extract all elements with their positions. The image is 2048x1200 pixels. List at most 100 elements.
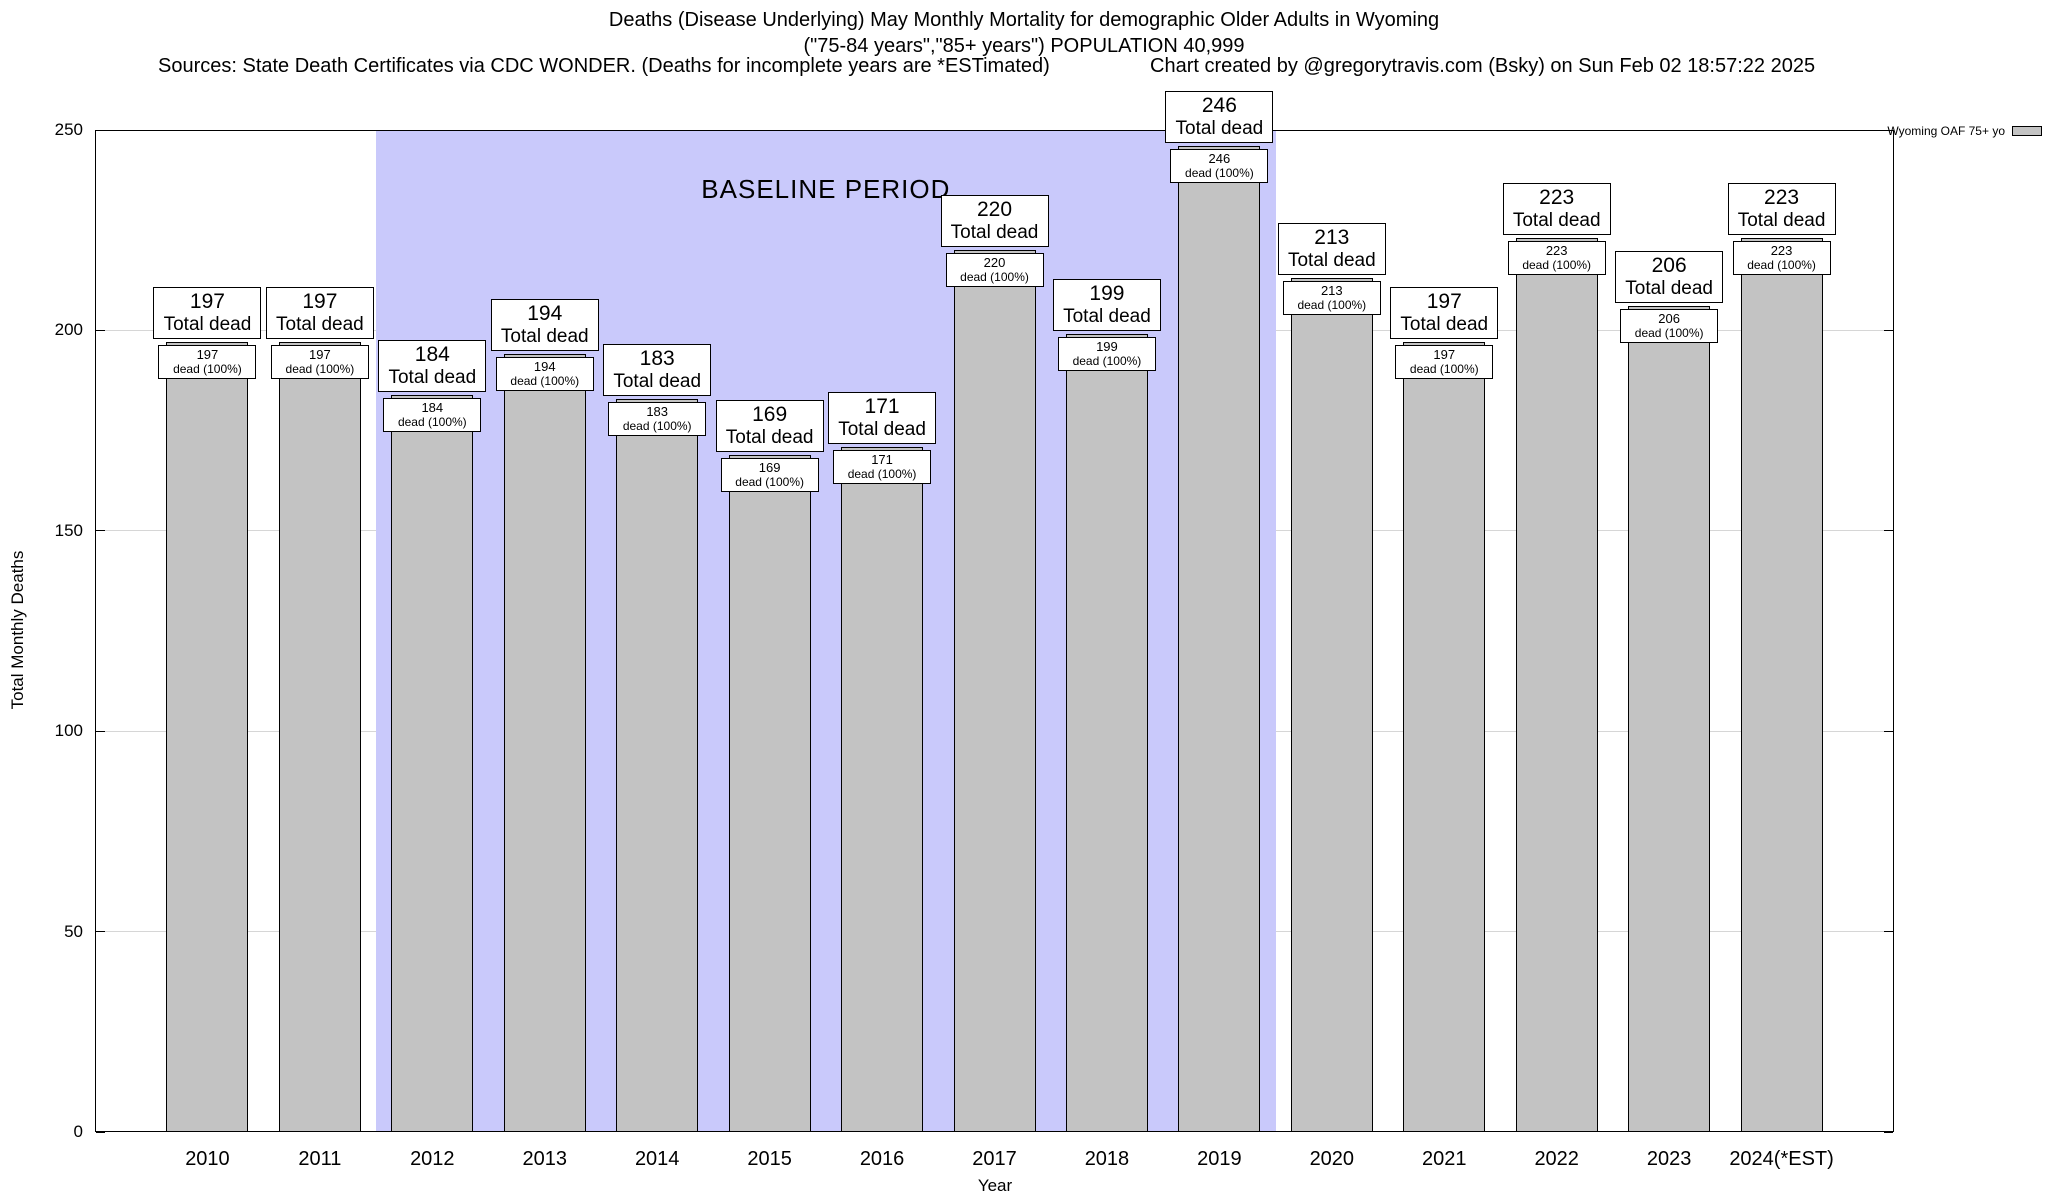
bar (1515, 238, 1598, 1132)
outer-label-text: Total dead (1175, 118, 1264, 140)
inner-label-text: dead (100%) (510, 374, 580, 389)
bar-inner-label: 197 dead (100%) (270, 345, 369, 380)
bar (841, 446, 924, 1132)
bar-inner-label: 197 dead (100%) (1395, 345, 1494, 380)
bar-outer-label: 199 Total dead (1052, 279, 1161, 332)
x-tick-label: 2018 (1084, 1148, 1130, 1170)
outer-label-value: 213 (1314, 226, 1350, 250)
x-tick-label: 2013 (522, 1148, 568, 1170)
outer-label-value: 197 (302, 290, 338, 314)
bar (503, 354, 586, 1132)
x-axis-title: Year (977, 1176, 1013, 1195)
y-tick-mark (96, 530, 105, 532)
y-tick-mark (1884, 1131, 1893, 1133)
bar (953, 250, 1036, 1132)
bar-inner-label: 246 dead (100%) (1170, 149, 1269, 184)
bar (1740, 238, 1823, 1132)
x-tick-label: 2019 (1197, 1148, 1242, 1170)
bar-outer-label: 213 Total dead (1277, 223, 1386, 276)
bar-inner-label: 213 dead (100%) (1282, 281, 1381, 316)
bar (616, 398, 699, 1132)
inner-label-value: 199 (1096, 339, 1118, 355)
inner-label-value: 197 (309, 347, 331, 363)
inner-label-value: 183 (646, 403, 669, 419)
inner-label-value: 220 (983, 255, 1006, 271)
inner-label-value: 169 (758, 459, 781, 475)
bar (391, 394, 474, 1132)
inner-label-value: 171 (871, 451, 893, 467)
outer-label-text: Total dead (1512, 210, 1601, 232)
outer-label-text: Total dead (1063, 306, 1151, 328)
y-tick-mark (1884, 530, 1893, 532)
bar-outer-label: 194 Total dead (490, 299, 599, 352)
y-tick-label: 100 (54, 721, 83, 741)
x-tick-label: 2022 (1534, 1148, 1579, 1170)
bar-outer-label: 223 Total dead (1502, 183, 1611, 236)
inner-label-text: dead (100%) (622, 418, 692, 433)
bar-inner-label: 197 dead (100%) (158, 345, 257, 380)
outer-label-text: Total dead (950, 222, 1039, 244)
bar-inner-label: 206 dead (100%) (1620, 309, 1719, 344)
bar (1290, 278, 1373, 1132)
y-tick-label: 250 (54, 120, 83, 139)
inner-label-value: 184 (421, 399, 444, 415)
inner-label-text: dead (100%) (847, 466, 917, 481)
x-tick-label: 2014 (634, 1148, 680, 1170)
inner-label-value: 197 (196, 347, 219, 363)
bar (1178, 146, 1261, 1132)
inner-label-value: 213 (1320, 283, 1343, 299)
y-tick-mark (96, 931, 105, 933)
baseline-label: BASELINE PERIOD (701, 174, 951, 204)
outer-label-value: 194 (527, 302, 563, 326)
inner-label-value: 197 (1433, 347, 1456, 363)
bar-inner-label: 199 dead (100%) (1057, 337, 1156, 372)
inner-label-value: 194 (533, 359, 556, 375)
y-tick-mark (1884, 730, 1893, 732)
y-tick-mark (1884, 329, 1893, 331)
bar (1628, 306, 1711, 1132)
bar-inner-label: 171 dead (100%) (833, 449, 932, 484)
outer-label-value: 197 (189, 290, 225, 314)
outer-label-value: 183 (639, 346, 675, 370)
y-tick-mark (96, 329, 105, 331)
y-tick-label: 50 (64, 921, 83, 941)
x-tick-label: 2015 (747, 1148, 792, 1170)
x-tick-label: 2016 (859, 1148, 905, 1170)
inner-label-text: dead (100%) (1297, 298, 1367, 313)
outer-label-text: Total dead (838, 418, 926, 440)
outer-label-value: 223 (1539, 186, 1575, 210)
credit-note: Chart created by @gregorytravis.com (Bsk… (1150, 55, 1816, 77)
inner-label-value: 223 (1770, 243, 1793, 259)
inner-label-value: 246 (1208, 151, 1231, 167)
legend-swatch-icon (2012, 126, 2042, 136)
outer-label-value: 197 (1426, 290, 1462, 314)
bar-outer-label: 171 Total dead (828, 391, 937, 444)
x-tick-label: 2011 (298, 1148, 342, 1170)
outer-label-text: Total dead (1625, 278, 1713, 300)
inner-label-text: dead (100%) (1522, 258, 1592, 273)
outer-label-text: Total dead (163, 314, 252, 336)
bar-inner-label: 184 dead (100%) (383, 397, 482, 432)
bar-outer-label: 246 Total dead (1165, 91, 1274, 144)
inner-label-text: dead (100%) (173, 362, 242, 377)
outer-label-value: 206 (1651, 254, 1687, 278)
bar-inner-label: 223 dead (100%) (1507, 241, 1606, 276)
bar-outer-label: 184 Total dead (378, 339, 487, 392)
inner-label-text: dead (100%) (1747, 258, 1816, 273)
bar-outer-label: 206 Total dead (1615, 251, 1724, 304)
outer-label-text: Total dead (725, 426, 814, 448)
bar (1065, 334, 1148, 1132)
outer-label-value: 171 (864, 394, 900, 418)
x-tick-label: 2021 (1422, 1148, 1467, 1170)
x-tick-label: 2024(*EST) (1729, 1148, 1834, 1170)
bar-inner-label: 223 dead (100%) (1732, 241, 1831, 276)
bar-outer-label: 197 Total dead (153, 287, 262, 340)
bar-outer-label: 197 Total dead (1390, 287, 1499, 340)
legend-label: Wyoming OAF 75+ yo (1887, 124, 2005, 138)
bar (166, 342, 249, 1132)
x-tick-label: 2010 (185, 1148, 230, 1170)
outer-label-text: Total dead (1737, 210, 1826, 232)
outer-label-text: Total dead (276, 314, 364, 336)
outer-label-text: Total dead (1287, 250, 1376, 272)
